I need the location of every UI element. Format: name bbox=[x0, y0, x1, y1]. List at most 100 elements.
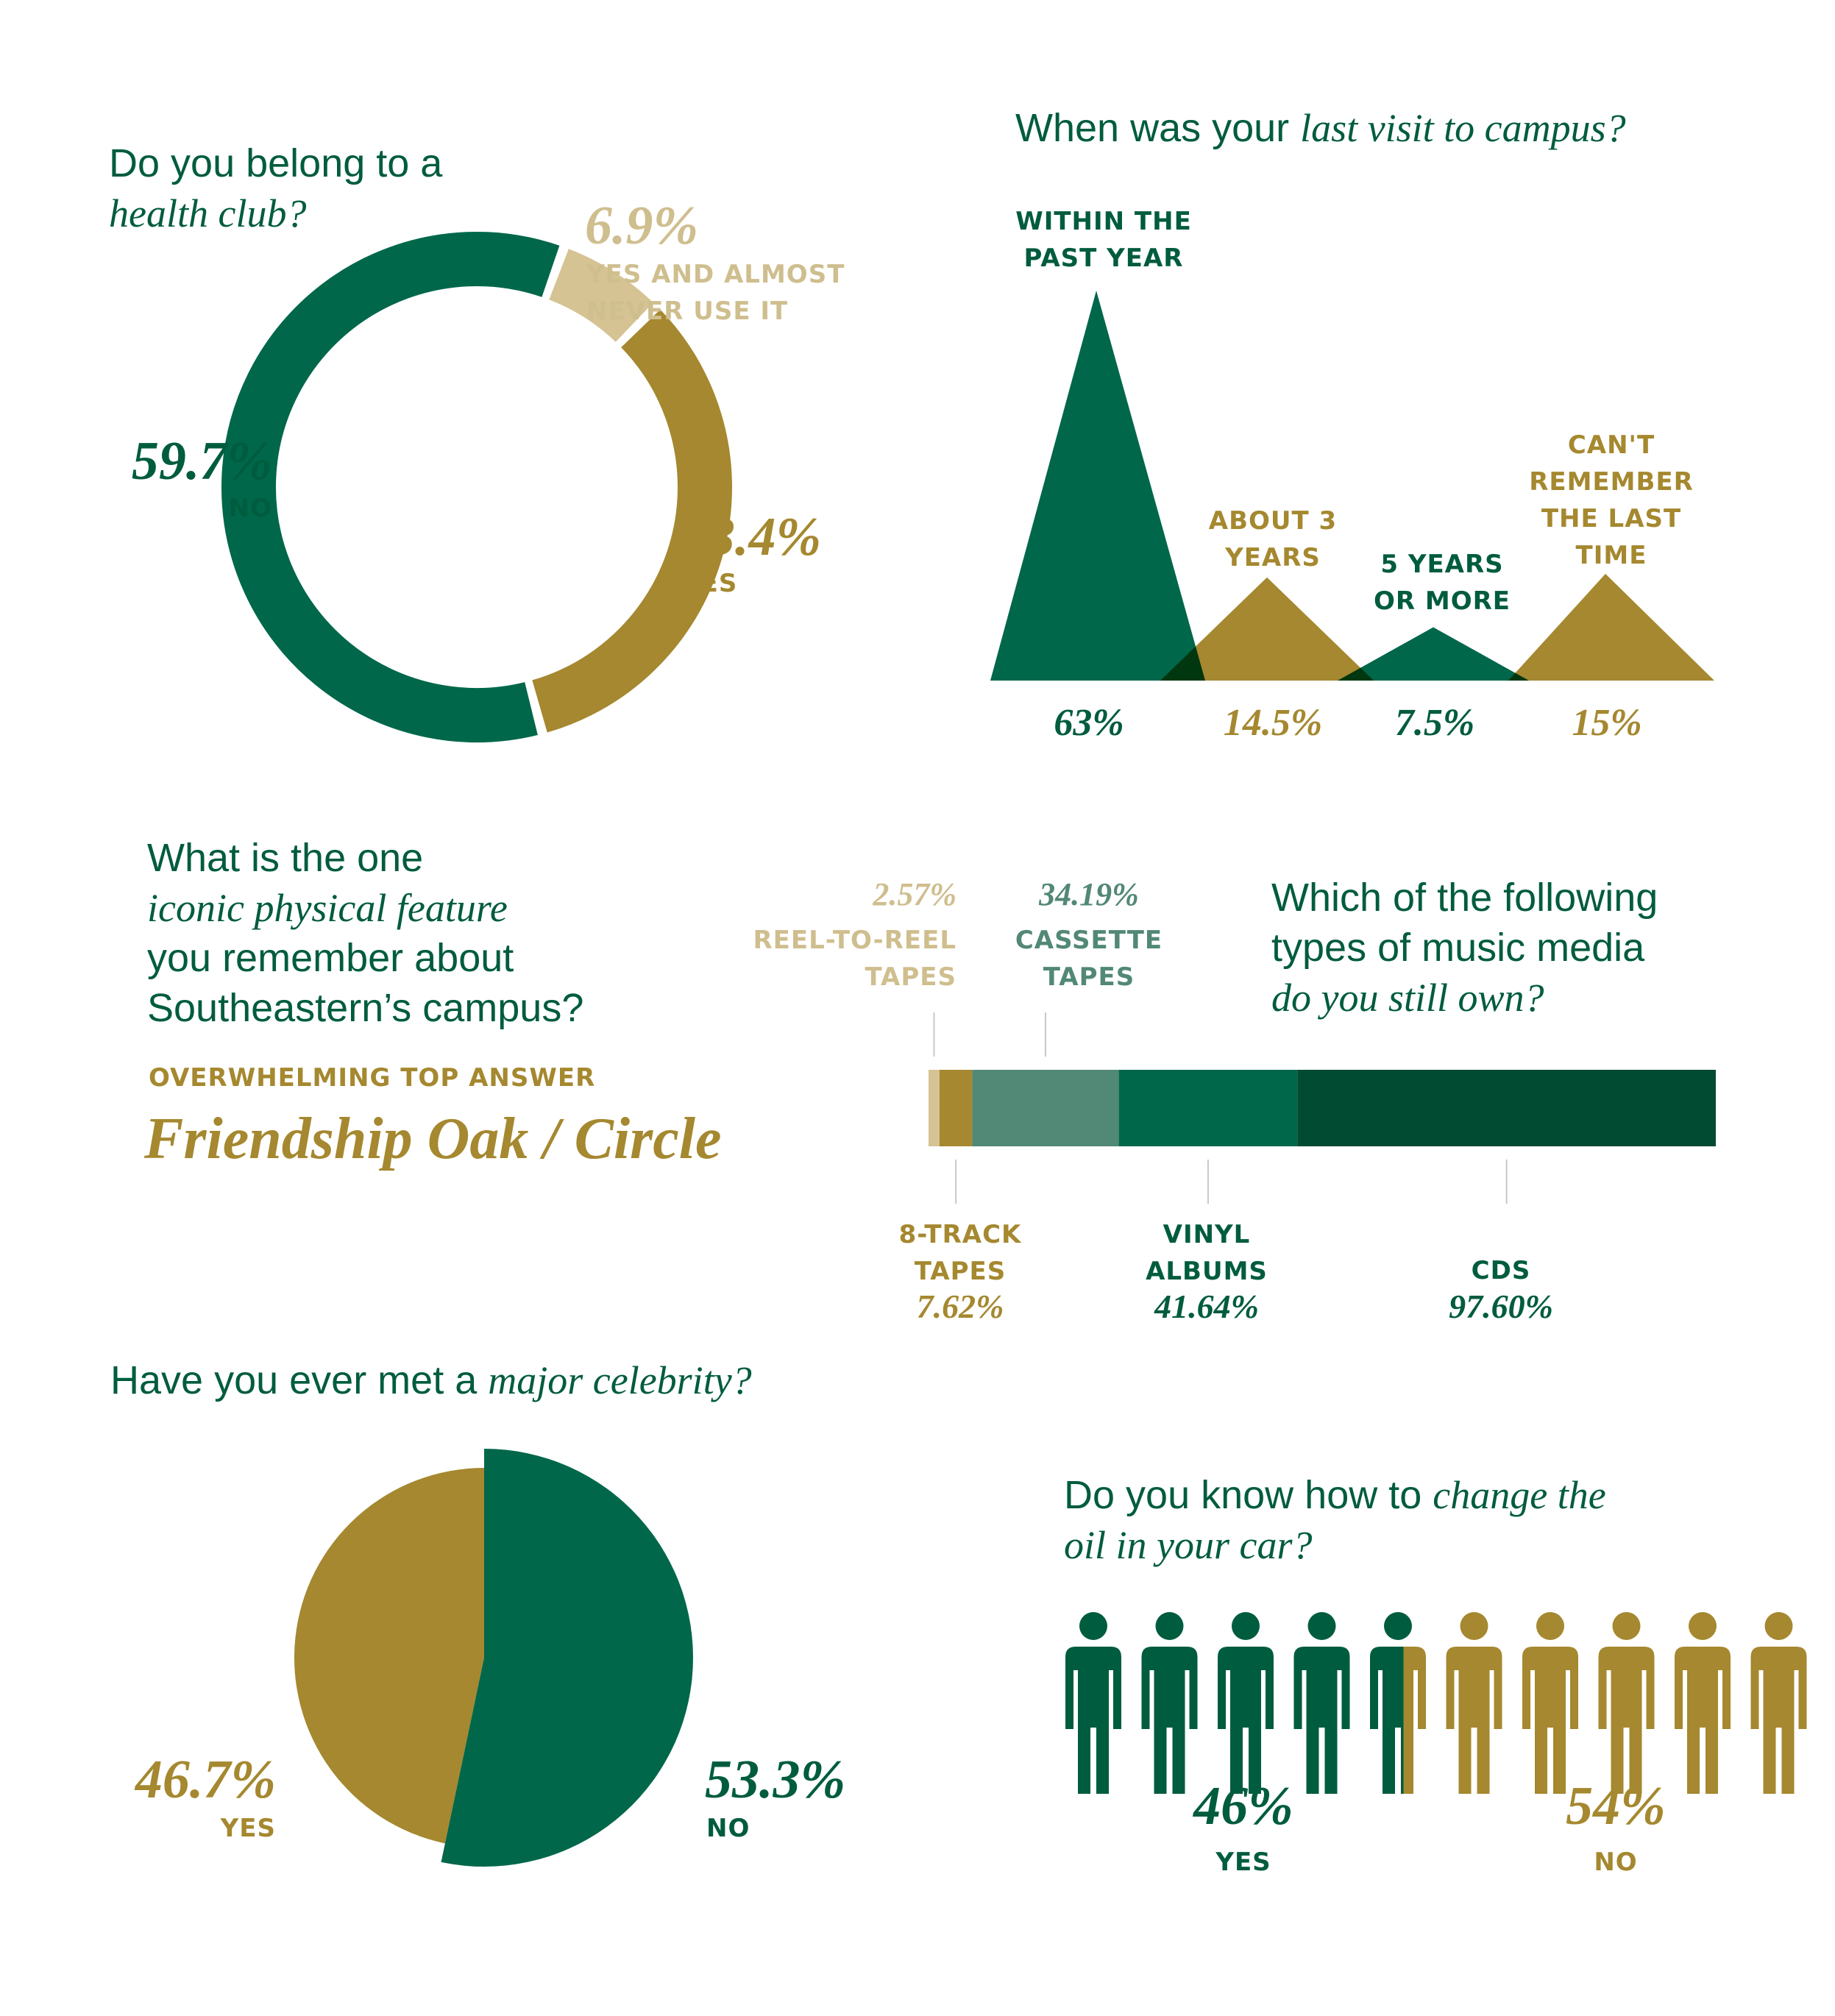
music-vinyl-value: 41.64% bbox=[1154, 1288, 1259, 1325]
music-vinyl-label-line2: ALBUMS bbox=[1146, 1257, 1268, 1286]
person-icon bbox=[1446, 1612, 1502, 1794]
person-icon bbox=[1370, 1612, 1426, 1794]
person-icon bbox=[1065, 1612, 1121, 1794]
music-cassette-label-line1: CASSETTE bbox=[1015, 926, 1163, 955]
campus-label-5-years: 5 YEARS OR MORE bbox=[1317, 546, 1567, 620]
health-club-question-italic: health club? bbox=[109, 191, 307, 235]
health-club-yes-value: 33.4% bbox=[681, 507, 822, 567]
campus-value-cant-remember: 15% bbox=[1572, 702, 1642, 744]
music-reel-label: REEL-TO-REEL TAPES bbox=[662, 922, 956, 995]
person-icon bbox=[1750, 1612, 1807, 1794]
campus-label-cant-remember: CAN'T REMEMBER THE LAST TIME bbox=[1486, 427, 1736, 574]
health-club-no-label: NO bbox=[228, 494, 272, 523]
celebrity-no-label: NO bbox=[706, 1814, 750, 1843]
health-club-question: Do you belong to a health club? bbox=[109, 138, 624, 238]
campus-label-cant-remember-line4: TIME bbox=[1575, 541, 1647, 570]
music-cds-label: CDS bbox=[1471, 1256, 1531, 1285]
campus-value-3-years: 14.5% bbox=[1223, 702, 1323, 744]
health-club-rarely-value: 6.9% bbox=[585, 196, 699, 256]
mountain-about-3-years bbox=[1160, 577, 1374, 681]
celebrity-yes-value: 46.7% bbox=[135, 1750, 276, 1810]
campus-label-5-years-line2: OR MORE bbox=[1373, 586, 1511, 616]
iconic-feature-question-line4: Southeastern’s campus? bbox=[147, 986, 584, 1030]
celebrity-question: Have you ever met a major celebrity? bbox=[110, 1355, 920, 1405]
campus-visit-question-plain: When was your bbox=[1015, 106, 1290, 150]
music-eight-track-value: 7.62% bbox=[916, 1288, 1004, 1325]
person-icon bbox=[1598, 1612, 1655, 1794]
mountain-5-years-or-more bbox=[1338, 627, 1529, 681]
person-icon bbox=[1218, 1612, 1274, 1794]
music-media-question: Which of the following types of music me… bbox=[1271, 873, 1831, 1023]
music-cassette-value: 34.19% bbox=[1039, 876, 1139, 912]
campus-visit-question: When was your last visit to campus? bbox=[1015, 103, 1825, 153]
person-icon bbox=[1522, 1612, 1578, 1794]
music-eight-track-label-line2: TAPES bbox=[914, 1257, 1007, 1286]
campus-label-3-years-line2: YEARS bbox=[1225, 543, 1321, 572]
person-icon bbox=[1675, 1612, 1731, 1794]
oil-change-question-plain: Do you know how to bbox=[1064, 1473, 1422, 1517]
celebrity-question-italic: major celebrity? bbox=[488, 1358, 752, 1402]
campus-label-past-year-line1: WITHIN THE bbox=[1015, 207, 1192, 236]
iconic-feature-question-line2: iconic physical feature bbox=[147, 886, 508, 930]
mountain-can-t-remember-the-last-time bbox=[1508, 573, 1714, 681]
campus-label-cant-remember-line3: THE LAST bbox=[1541, 504, 1682, 533]
iconic-feature-top-label: OVERWHELMING TOP ANSWER bbox=[149, 1063, 596, 1093]
donut-segment-no bbox=[221, 232, 560, 742]
bar-segment-reel-to-reel-tapes bbox=[929, 1070, 940, 1146]
health-club-yes-label: YES bbox=[682, 569, 738, 598]
celebrity-question-plain: Have you ever met a bbox=[110, 1358, 478, 1402]
music-cassette-label: CASSETTE TAPES bbox=[979, 922, 1199, 995]
campus-label-3-years-line1: ABOUT 3 bbox=[1208, 506, 1338, 536]
music-eight-track-label: 8-TRACK TAPES bbox=[850, 1216, 1071, 1290]
music-cassette-label-line2: TAPES bbox=[1043, 962, 1135, 992]
celebrity-yes-label: YES bbox=[220, 1814, 276, 1843]
celebrity-no-value: 53.3% bbox=[705, 1750, 846, 1810]
donut-segment-yes-and-almost-never-use-it bbox=[548, 249, 653, 343]
music-media-question-line2: types of music media bbox=[1271, 926, 1645, 970]
campus-label-cant-remember-line2: REMEMBER bbox=[1529, 467, 1694, 497]
pie-slice-no bbox=[441, 1449, 694, 1867]
campus-label-cant-remember-line1: CAN'T bbox=[1567, 430, 1655, 460]
health-club-question-plain: Do you belong to a bbox=[109, 141, 443, 185]
campus-label-past-year: WITHIN THE PAST YEAR bbox=[956, 203, 1251, 277]
bar-segment-vinyl-albums bbox=[1118, 1070, 1298, 1146]
oil-change-question-italic-2: oil in your car? bbox=[1064, 1523, 1313, 1567]
iconic-feature-question-line1: What is the one bbox=[147, 836, 424, 880]
music-cds-value: 97.60% bbox=[1449, 1288, 1553, 1325]
music-reel-label-line1: REEL-TO-REEL bbox=[753, 926, 956, 955]
campus-value-5-years: 7.5% bbox=[1394, 702, 1475, 744]
iconic-feature-question: What is the one iconic physical feature … bbox=[147, 833, 883, 1033]
person-icon bbox=[1293, 1612, 1350, 1794]
music-vinyl-label-line1: VINYL bbox=[1163, 1220, 1251, 1249]
campus-value-past-year: 63% bbox=[1054, 702, 1124, 744]
iconic-feature-answer: Friendship Oak / Circle bbox=[144, 1107, 722, 1171]
music-eight-track-label-line1: 8-TRACK bbox=[898, 1220, 1022, 1249]
music-media-question-line1: Which of the following bbox=[1271, 876, 1658, 920]
bar-segment-cassette-tapes bbox=[972, 1070, 1119, 1146]
oil-change-question: Do you know how to change the oil in you… bbox=[1064, 1470, 1800, 1570]
oil-change-no-label: NO bbox=[1594, 1848, 1638, 1877]
campus-label-past-year-line2: PAST YEAR bbox=[1023, 244, 1184, 273]
health-club-no-value: 59.7% bbox=[131, 431, 272, 491]
donut-segment-yes bbox=[532, 309, 732, 733]
health-club-rarely-label: YES AND ALMOST NEVER USE IT bbox=[586, 256, 845, 330]
oil-change-yes-value: 46% bbox=[1193, 1776, 1293, 1836]
health-club-rarely-label-line2: NEVER USE IT bbox=[586, 297, 789, 326]
music-media-question-line3: do you still own? bbox=[1271, 976, 1544, 1020]
music-reel-label-line2: TAPES bbox=[865, 962, 956, 992]
oil-change-question-italic-1: change the bbox=[1433, 1473, 1606, 1517]
campus-label-5-years-line1: 5 YEARS bbox=[1380, 550, 1504, 579]
pie-slice-yes bbox=[294, 1468, 484, 1844]
bar-segment-cds bbox=[1297, 1070, 1716, 1146]
oil-change-yes-label: YES bbox=[1215, 1848, 1271, 1877]
mountain-within-the-past-year bbox=[990, 291, 1205, 681]
person-icon bbox=[1141, 1612, 1198, 1794]
iconic-feature-question-line3: you remember about bbox=[147, 936, 514, 980]
music-reel-value: 2.57% bbox=[873, 876, 956, 912]
campus-label-3-years: ABOUT 3 YEARS bbox=[1148, 503, 1398, 576]
